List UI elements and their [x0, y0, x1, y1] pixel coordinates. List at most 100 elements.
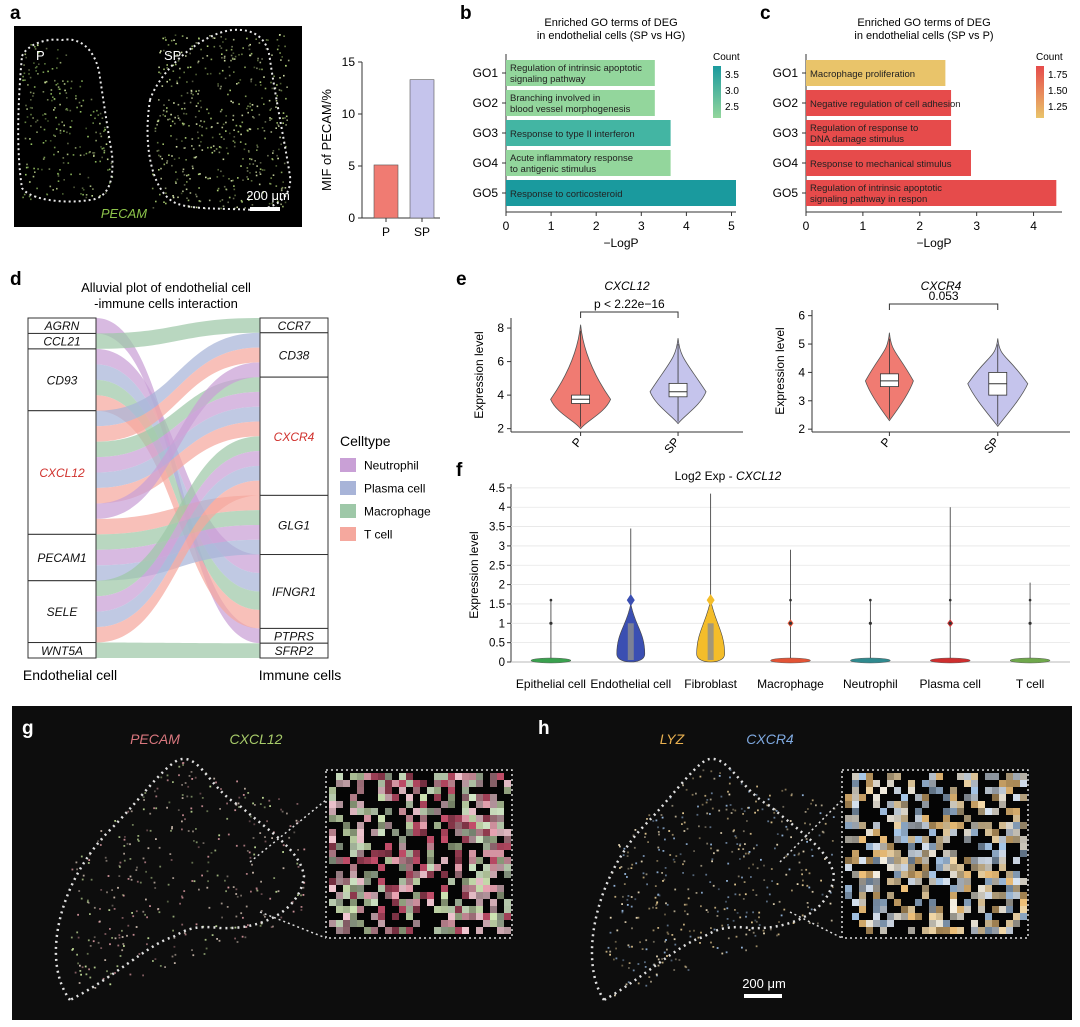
inset-pixel	[929, 920, 936, 927]
scale-bar	[250, 207, 280, 211]
signal-dot	[632, 969, 635, 972]
signal-dot	[280, 89, 283, 92]
inset-pixel	[448, 906, 455, 913]
inset-pixel	[964, 878, 971, 885]
inset-pixel	[943, 850, 950, 857]
right-node-label: CCR7	[278, 319, 312, 333]
signal-dot	[263, 103, 265, 105]
inset-pixel	[357, 850, 364, 857]
signal-dot	[241, 201, 243, 203]
signal-dot	[67, 142, 69, 145]
signal-dot	[145, 898, 147, 901]
signal-dot	[808, 886, 811, 889]
inset-pixel	[406, 927, 413, 934]
inset-pixel	[971, 892, 978, 899]
signal-dot	[614, 940, 617, 943]
inset-pixel	[392, 794, 399, 801]
signal-dot	[131, 824, 134, 826]
signal-dot	[662, 827, 665, 829]
signal-dot	[87, 135, 89, 138]
signal-dot	[191, 97, 193, 99]
inset-pixel	[985, 829, 992, 836]
signal-dot	[205, 127, 208, 130]
signal-dot	[725, 808, 728, 811]
signal-dot	[173, 102, 175, 104]
signal-dot	[175, 63, 177, 66]
signal-dot	[158, 154, 160, 157]
signal-dot	[79, 85, 82, 88]
signal-dot	[193, 880, 196, 883]
inset-pixel	[392, 913, 399, 920]
inset-pixel	[462, 815, 469, 822]
inset-pixel	[413, 871, 420, 878]
signal-dot	[656, 974, 658, 977]
signal-dot	[727, 937, 730, 940]
signal-dot	[101, 117, 104, 119]
inset-pixel	[476, 780, 483, 787]
signal-dot	[671, 934, 674, 936]
inset-pixel	[971, 773, 978, 780]
signal-dot	[219, 87, 222, 90]
signal-dot	[233, 188, 236, 191]
inset-pixel	[364, 899, 371, 906]
signal-dot	[223, 185, 226, 188]
y-tick-label-a: 0	[348, 211, 355, 225]
inset-pixel	[504, 780, 511, 787]
inset-pixel	[929, 927, 936, 934]
signal-dot	[211, 126, 213, 128]
signal-dot	[282, 117, 284, 120]
signal-dot	[297, 866, 300, 868]
inset-pixel	[483, 913, 490, 920]
signal-dot	[186, 181, 188, 183]
signal-dot	[279, 77, 281, 79]
signal-dot	[36, 65, 38, 68]
signal-dot	[829, 902, 832, 905]
right-node-label: SFRP2	[275, 644, 314, 658]
signal-dot	[44, 63, 46, 65]
inset-pixel	[469, 885, 476, 892]
inset-pixel	[880, 857, 887, 864]
inset-pixel	[894, 836, 901, 843]
signal-dot	[59, 169, 61, 171]
signal-dot	[170, 859, 173, 861]
signal-dot	[37, 73, 39, 75]
signal-dot	[157, 908, 160, 910]
signal-dot	[808, 872, 811, 875]
signal-dot	[164, 115, 166, 117]
inset-pixel	[448, 920, 455, 927]
signal-dot	[297, 894, 299, 896]
y-tick-label-a: 15	[342, 55, 356, 69]
signal-dot	[142, 974, 144, 977]
inset-pixel	[371, 857, 378, 864]
signal-dot	[824, 858, 826, 860]
inset-pixel	[329, 850, 336, 857]
signal-dot	[249, 105, 251, 108]
inset-pixel	[462, 787, 469, 794]
signal-dot	[257, 57, 259, 60]
inset-pixel	[887, 780, 894, 787]
inset-pixel	[950, 822, 957, 829]
signal-dot	[203, 120, 206, 123]
flow-cxcl12-cd38	[96, 332, 260, 427]
inset-pixel	[427, 857, 434, 864]
signal-dot	[752, 889, 755, 891]
signal-dot	[201, 134, 204, 137]
gene-label-g1: PECAM	[130, 731, 180, 747]
signal-dot	[67, 162, 70, 164]
inset-pixel	[448, 787, 455, 794]
inset-pixel	[922, 822, 929, 829]
inset-pixel	[901, 836, 908, 843]
zoom-inset-h-pixels	[845, 773, 1027, 934]
signal-dot	[38, 63, 40, 65]
signal-dot	[238, 796, 241, 799]
signal-dot	[174, 953, 177, 956]
inset-pixel	[406, 899, 413, 906]
signal-dot	[661, 958, 663, 960]
signal-dot	[278, 148, 280, 151]
signal-dot	[233, 145, 236, 148]
signal-dot	[211, 934, 214, 936]
signal-dot	[104, 856, 107, 859]
signal-dot	[178, 157, 180, 159]
signal-dot	[212, 37, 214, 39]
